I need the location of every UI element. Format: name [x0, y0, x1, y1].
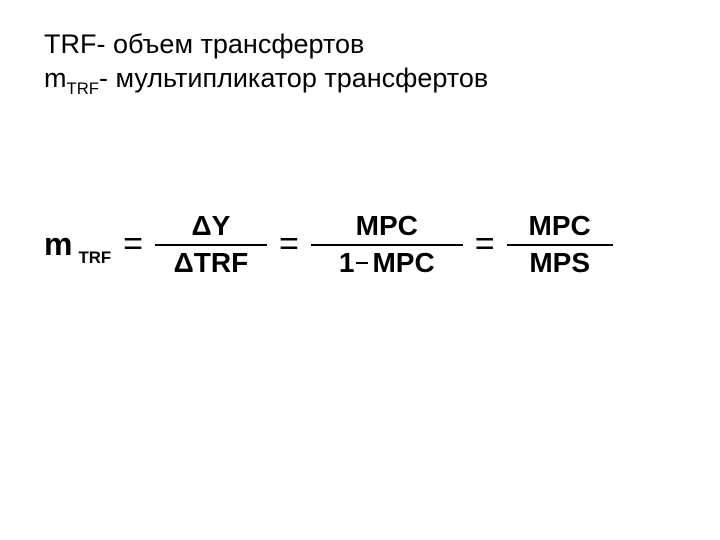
multiplier-formula: m TRF = ΔY ΔTRF = MPC 1MPC = MPC — [44, 209, 676, 281]
def2-term-sub: TRF — [67, 79, 100, 98]
lhs-symbol: m TRF — [44, 226, 111, 263]
frac3-den: MPS — [507, 246, 613, 281]
definition-line-1: TRF- объем трансфертов — [44, 28, 676, 62]
formula-block: m TRF = ΔY ΔTRF = MPC 1MPC = MPC — [44, 209, 676, 281]
equals-1: = — [123, 225, 143, 264]
def2-term-main: m — [44, 63, 67, 93]
fraction-2: MPC 1MPC — [311, 209, 463, 281]
minus-icon — [356, 262, 368, 264]
lhs-m: m — [44, 226, 72, 263]
def1-term: TRF — [44, 29, 96, 59]
frac2-den-a: 1 — [339, 247, 355, 278]
frac2-den-b: MPC — [372, 247, 434, 278]
def1-desc: - объем трансфертов — [96, 29, 364, 59]
fraction-1: ΔY ΔTRF — [155, 209, 267, 281]
equals-2: = — [279, 225, 299, 264]
frac1-den: ΔTRF — [155, 246, 267, 281]
definitions-block: TRF- объем трансфертов mTRF- мультиплика… — [44, 28, 676, 99]
fraction-3: MPC MPS — [507, 209, 613, 281]
def2-desc: - мультипликатор трансфертов — [99, 63, 488, 93]
frac3-num: MPC — [507, 209, 613, 244]
frac2-den: 1 MPC — [311, 246, 463, 281]
definition-line-2: mTRF- мультипликатор трансфертов — [44, 62, 676, 99]
equals-3: = — [475, 225, 495, 264]
lhs-sub: TRF — [78, 248, 111, 268]
frac1-num: ΔY — [155, 209, 267, 244]
frac2-num: MPC — [311, 209, 463, 244]
slide: TRF- объем трансфертов mTRF- мультиплика… — [0, 0, 720, 540]
